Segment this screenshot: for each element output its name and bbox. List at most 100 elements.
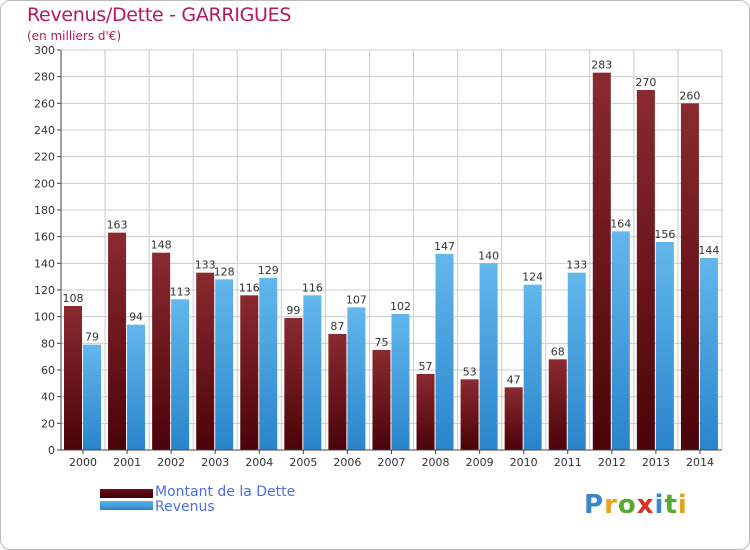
data-label-debt-2002: 148 bbox=[151, 239, 172, 252]
bar-debt-2006 bbox=[328, 334, 347, 450]
data-label-debt-2004: 116 bbox=[239, 281, 260, 294]
x-tick-label-2002: 2002 bbox=[157, 456, 185, 469]
logo-letter-2: o bbox=[617, 490, 637, 520]
y-tick-label-120: 120 bbox=[34, 284, 55, 297]
y-tick-label-100: 100 bbox=[34, 311, 55, 324]
data-label-debt-2011: 68 bbox=[551, 345, 565, 358]
x-tick-label-2000: 2000 bbox=[69, 456, 97, 469]
bar-debt-2005 bbox=[284, 318, 303, 450]
data-label-debt-2013: 270 bbox=[635, 76, 656, 89]
data-label-revenue-2014: 144 bbox=[698, 244, 719, 257]
y-axis-ticks: 0 20 40 60 80 100 120 140 160 180 200 220 240 260 280 3… bbox=[34, 44, 61, 457]
y-tick-label-280: 280 bbox=[34, 71, 55, 84]
x-tick-label-2014: 2014 bbox=[686, 456, 714, 469]
data-label-debt-2007: 75 bbox=[374, 336, 388, 349]
data-label-revenue-2002: 113 bbox=[170, 285, 191, 298]
x-tick-label-2001: 2001 bbox=[113, 456, 141, 469]
data-label-debt-2006: 87 bbox=[330, 320, 344, 333]
y-tick-label-220: 220 bbox=[34, 151, 55, 164]
x-tick-label-2006: 2006 bbox=[333, 456, 361, 469]
bar-revenue-2005 bbox=[303, 295, 322, 450]
data-label-debt-2009: 53 bbox=[463, 365, 477, 378]
data-label-revenue-2006: 107 bbox=[346, 293, 367, 306]
proxiti-logo: Proxiti bbox=[584, 490, 688, 520]
logo-letter-6: i bbox=[677, 490, 688, 520]
y-tick-label-200: 200 bbox=[34, 177, 55, 190]
x-tick-label-2005: 2005 bbox=[289, 456, 317, 469]
x-tick-label-2010: 2010 bbox=[510, 456, 538, 469]
bar-debt-2009 bbox=[460, 379, 479, 450]
bar-debt-2003 bbox=[196, 272, 215, 450]
data-label-revenue-2001: 94 bbox=[129, 311, 143, 324]
x-tick-label-2012: 2012 bbox=[598, 456, 626, 469]
data-label-revenue-2007: 102 bbox=[390, 300, 411, 313]
chart-subtitle: (en milliers d'€) bbox=[27, 29, 122, 43]
bar-debt-2014 bbox=[680, 103, 699, 450]
bar-revenue-2001 bbox=[127, 324, 146, 450]
legend-swatch-debt bbox=[100, 489, 153, 498]
bar-debt-2011 bbox=[548, 359, 567, 450]
data-label-revenue-2008: 147 bbox=[434, 240, 455, 253]
bar-revenue-2004 bbox=[259, 278, 278, 450]
x-tick-label-2003: 2003 bbox=[201, 456, 229, 469]
bar-revenue-2007 bbox=[391, 314, 410, 450]
axes bbox=[60, 50, 722, 451]
bar-debt-2000 bbox=[64, 306, 82, 450]
bar-debt-2010 bbox=[504, 387, 523, 450]
data-label-debt-2012: 283 bbox=[591, 59, 612, 72]
data-label-revenue-2012: 164 bbox=[610, 217, 631, 230]
y-tick-label-60: 60 bbox=[41, 364, 55, 377]
y-tick-label-0: 0 bbox=[48, 444, 55, 457]
y-tick-label-180: 180 bbox=[34, 204, 55, 217]
bar-debt-2008 bbox=[416, 374, 435, 450]
bar-revenue-2013 bbox=[655, 242, 674, 450]
logo-letter-5: t bbox=[664, 490, 678, 520]
data-label-revenue-2004: 129 bbox=[258, 264, 279, 277]
y-tick-label-40: 40 bbox=[41, 391, 55, 404]
y-tick-label-260: 260 bbox=[34, 97, 55, 110]
x-tick-label-2013: 2013 bbox=[642, 456, 670, 469]
logo-letter-4: i bbox=[654, 490, 665, 520]
bar-debt-2013 bbox=[636, 90, 655, 450]
data-label-debt-2000: 108 bbox=[63, 292, 84, 305]
y-tick-label-20: 20 bbox=[41, 417, 55, 430]
logo-letter-1: r bbox=[604, 490, 618, 520]
x-tick-label-2011: 2011 bbox=[554, 456, 582, 469]
bar-revenue-2003 bbox=[215, 279, 234, 450]
x-tick-label-2009: 2009 bbox=[466, 456, 494, 469]
data-label-debt-2003: 133 bbox=[195, 259, 216, 272]
data-label-revenue-2003: 128 bbox=[214, 265, 235, 278]
data-label-revenue-2013: 156 bbox=[654, 228, 675, 241]
bar-revenue-2012 bbox=[611, 231, 630, 450]
y-tick-label-300: 300 bbox=[34, 44, 55, 57]
data-label-debt-2001: 163 bbox=[107, 219, 128, 232]
bar-debt-2001 bbox=[108, 232, 127, 450]
bar-revenue-2014 bbox=[699, 258, 718, 450]
bar-debt-2002 bbox=[152, 252, 171, 450]
data-label-revenue-2009: 140 bbox=[478, 249, 499, 262]
data-label-revenue-2005: 116 bbox=[302, 281, 323, 294]
data-label-debt-2010: 47 bbox=[507, 373, 521, 386]
data-label-debt-2005: 99 bbox=[286, 304, 300, 317]
bars bbox=[64, 72, 718, 451]
y-tick-label-80: 80 bbox=[41, 337, 55, 350]
data-label-revenue-2011: 133 bbox=[566, 259, 587, 272]
bar-revenue-2011 bbox=[567, 272, 586, 450]
bar-debt-2012 bbox=[592, 72, 611, 451]
data-label-debt-2008: 57 bbox=[419, 360, 433, 373]
y-tick-label-140: 140 bbox=[34, 257, 55, 270]
bar-revenue-2006 bbox=[347, 307, 366, 450]
bar-debt-2004 bbox=[240, 295, 259, 450]
legend-swatch-revenue bbox=[100, 501, 153, 510]
bar-debt-2007 bbox=[372, 350, 391, 450]
bar-revenue-2002 bbox=[171, 299, 190, 450]
bar-revenue-2010 bbox=[523, 284, 542, 450]
data-labels: 1087916394148113133128116129991168710775… bbox=[63, 59, 720, 387]
data-label-debt-2014: 260 bbox=[679, 89, 700, 102]
legend-label-debt: Montant de la Dette bbox=[155, 484, 296, 500]
bar-revenue-2008 bbox=[435, 254, 454, 450]
logo-letter-3: x bbox=[636, 490, 655, 520]
data-label-revenue-2000: 79 bbox=[85, 331, 99, 344]
x-tick-label-2007: 2007 bbox=[378, 456, 406, 469]
